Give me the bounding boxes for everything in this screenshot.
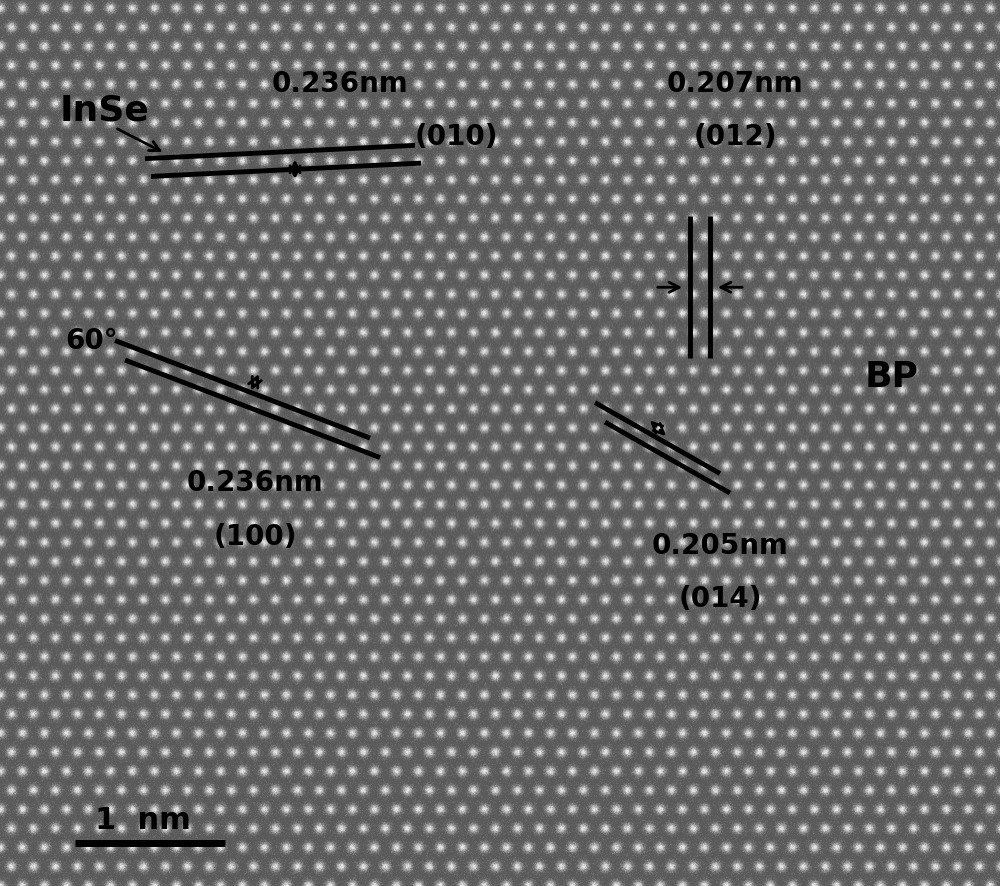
- Text: (010): (010): [415, 123, 498, 152]
- Text: 0.207nm: 0.207nm: [667, 70, 803, 98]
- Text: 60°: 60°: [65, 327, 118, 355]
- Text: 0.236nm: 0.236nm: [187, 469, 323, 497]
- Text: BP: BP: [865, 360, 919, 393]
- Text: (100): (100): [213, 522, 297, 550]
- Text: (012): (012): [693, 123, 777, 152]
- Text: 0.205nm: 0.205nm: [652, 531, 788, 559]
- Text: InSe: InSe: [60, 94, 150, 128]
- Text: 0.236nm: 0.236nm: [272, 70, 408, 98]
- Text: 1  nm: 1 nm: [95, 805, 191, 834]
- Text: (014): (014): [678, 584, 762, 612]
